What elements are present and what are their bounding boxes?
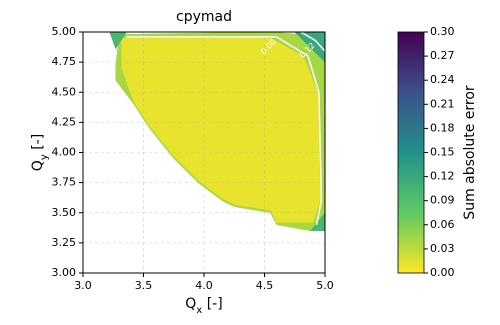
colorbar-tick-label: 0.24: [430, 73, 455, 86]
colorbar-tick-label: 0.27: [430, 49, 455, 62]
colorbar-tick-label: 0.06: [430, 218, 455, 231]
colorbar-tick-label: 0.21: [430, 97, 455, 110]
plot-frame: [82, 31, 326, 274]
chart-title: cpymad: [176, 9, 232, 25]
colorbar-tick-label: 0.00: [430, 266, 455, 279]
x-axis-label-part: x: [196, 305, 202, 316]
y-axis-label: Qy [-]: [30, 134, 50, 171]
colorbar-tick-label: 0.18: [430, 121, 455, 134]
colorbar-tick-label: 0.03: [430, 242, 455, 255]
x-tick-label: 5.0: [316, 279, 334, 292]
colorbar-tick-label: 0.15: [430, 146, 455, 159]
y-tick-label: 4.50: [52, 85, 77, 98]
colorbar-label: Sum absolute error: [462, 85, 478, 220]
colorbar-tick-label: 0.12: [430, 170, 455, 183]
y-tick-label: 3.75: [52, 176, 77, 189]
contour-line: [300, 31, 326, 52]
colorbar-tick-label: 0.30: [430, 25, 455, 38]
y-axis-label-part: Q: [30, 160, 46, 171]
filled-region: [121, 37, 321, 223]
y-tick-label: 4.25: [52, 115, 77, 128]
x-tick-label: 3.5: [135, 279, 153, 292]
contour-line: [126, 36, 323, 225]
y-tick-label: 3.50: [52, 206, 77, 219]
y-axis-label-part: y: [39, 154, 50, 160]
x-tick-label: 4.0: [195, 279, 213, 292]
x-axis-label: Qx [-]: [185, 296, 222, 316]
y-tick-label: 4.75: [52, 55, 77, 68]
y-axis-label-part: [-]: [30, 134, 46, 154]
y-tick-label: 4.00: [52, 146, 77, 159]
colorbar-tick-label: 0.09: [430, 194, 455, 207]
x-axis-label-part: [-]: [202, 296, 222, 312]
x-axis-label-part: Q: [185, 296, 196, 312]
x-tick-label: 4.5: [256, 279, 274, 292]
y-tick-label: 5.00: [52, 25, 77, 38]
y-tick-label: 3.25: [52, 236, 77, 249]
x-tick-label: 3.0: [74, 279, 92, 292]
y-tick-label: 3.00: [52, 266, 77, 279]
colorbar: [397, 31, 425, 274]
